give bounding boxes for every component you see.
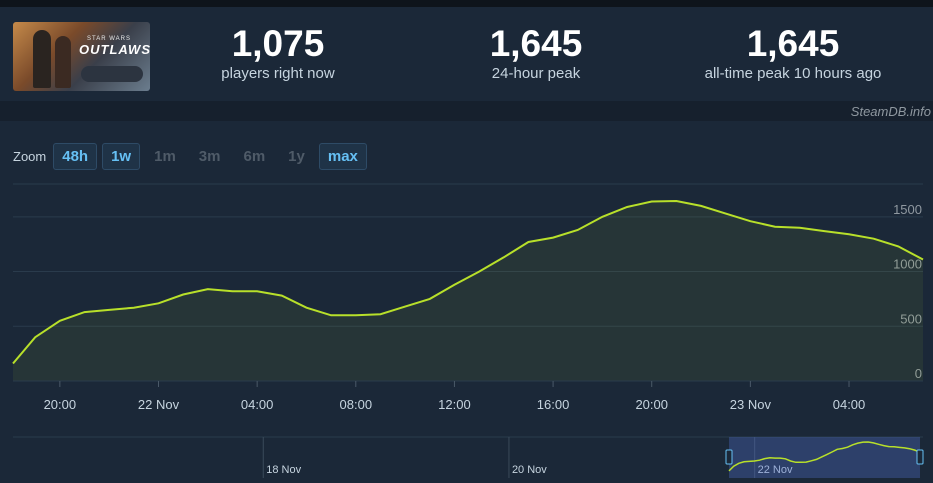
- zoom-1y-button[interactable]: 1y: [288, 148, 305, 165]
- game-cover-image[interactable]: STAR WARS OUTLAWS: [13, 22, 150, 91]
- x-tick-label: 20:00: [44, 397, 77, 412]
- x-tick-label: 08:00: [340, 397, 373, 412]
- stat-value: 1,075: [231, 23, 325, 64]
- stats-bar: STAR WARS OUTLAWS 1,075 players right no…: [0, 7, 933, 101]
- top-band: [0, 0, 933, 7]
- game-logo-small: STAR WARS: [87, 36, 132, 42]
- stat-value: 1,645: [489, 23, 583, 64]
- zoom-max-button[interactable]: max: [318, 143, 367, 170]
- section-gap: [0, 101, 933, 121]
- stat-current-players: 1,075 players right now: [158, 24, 398, 84]
- x-tick-label: 12:00: [438, 397, 471, 412]
- chart-panel: [0, 121, 933, 483]
- y-tick-label: 500: [900, 311, 922, 326]
- x-tick-label: 04:00: [241, 397, 274, 412]
- steamdb-credit[interactable]: SteamDB.info: [850, 104, 931, 119]
- navigator-label: 20 Nov: [512, 464, 547, 476]
- zoom-1w-button[interactable]: 1w: [102, 143, 141, 170]
- x-tick-label: 22 Nov: [138, 397, 180, 412]
- x-tick-label: 20:00: [635, 397, 668, 412]
- stat-label: players right now: [221, 65, 335, 82]
- cover-figure: [33, 30, 51, 88]
- navigator-handle: [725, 449, 733, 465]
- zoom-label: Zoom: [13, 149, 47, 164]
- navigator-label: 18 Nov: [266, 464, 301, 476]
- navigator-handle: [916, 449, 924, 465]
- y-tick-label: 0: [915, 366, 922, 381]
- x-tick-label: 16:00: [537, 397, 570, 412]
- cover-speeder: [81, 66, 143, 82]
- x-tick-label: 23 Nov: [730, 397, 772, 412]
- navigator-series-line: [728, 441, 921, 472]
- zoom-controls: Zoom 48h 1w 1m 3m 6m 1y max: [13, 143, 367, 170]
- navigator-label: 22 Nov: [758, 464, 793, 476]
- game-logo: OUTLAWS: [79, 42, 150, 57]
- stat-label: all-time peak 10 hours ago: [704, 65, 882, 82]
- series-line: [12, 199, 924, 365]
- zoom-48h-button[interactable]: 48h: [53, 143, 98, 170]
- x-tick-label: 04:00: [833, 397, 866, 412]
- cover-figure: [55, 36, 71, 88]
- stat-24h-peak: 1,645 24-hour peak: [416, 24, 656, 84]
- zoom-6m-button[interactable]: 6m: [243, 148, 266, 165]
- stat-label: 24-hour peak: [491, 65, 581, 82]
- y-tick-label: 1500: [893, 202, 922, 217]
- zoom-1m-button[interactable]: 1m: [154, 148, 176, 165]
- stat-value: 1,645: [746, 23, 840, 64]
- y-tick-label: 1000: [893, 257, 922, 272]
- series-area: [13, 201, 923, 381]
- zoom-3m-button[interactable]: 3m: [198, 148, 221, 165]
- stat-all-time-peak: 1,645 all-time peak 10 hours ago: [673, 24, 913, 84]
- navigator-selection: [729, 437, 920, 478]
